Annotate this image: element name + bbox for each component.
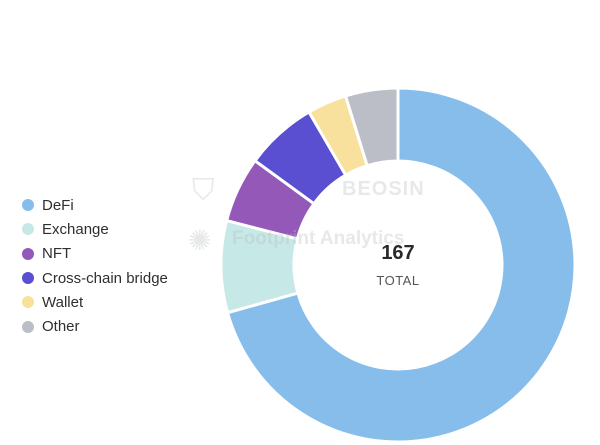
legend-label: DeFi — [42, 196, 74, 214]
legend-swatch-icon — [22, 272, 34, 285]
legend-item[interactable]: NFT — [22, 242, 168, 266]
legend-label: Other — [42, 318, 80, 336]
donut-slices — [219, 86, 577, 444]
legend-item[interactable]: Exchange — [22, 217, 168, 241]
legend-label: Wallet — [42, 293, 84, 311]
donut-slice-other[interactable] — [343, 86, 400, 168]
legend-swatch-icon — [22, 296, 34, 309]
chart-legend: DeFi Exchange NFT Cross-chain bridge Wallet O… — [22, 193, 168, 339]
legend-swatch-icon — [22, 223, 34, 236]
donut-slice-defi[interactable] — [225, 86, 577, 444]
legend-item[interactable]: DeFi — [22, 193, 168, 217]
legend-swatch-icon — [22, 320, 34, 333]
legend-item[interactable]: Cross-chain bridge — [22, 266, 168, 290]
legend-item[interactable]: Wallet — [22, 290, 168, 314]
legend-label: NFT — [42, 245, 72, 263]
legend-label: Exchange — [42, 220, 109, 238]
legend-item[interactable]: Other — [22, 314, 168, 338]
legend-label: Cross-chain bridge — [42, 269, 168, 287]
legend-swatch-icon — [22, 247, 34, 260]
total-label: TOTAL — [376, 273, 420, 288]
total-value: 167 — [381, 242, 415, 264]
legend-swatch-icon — [22, 199, 34, 212]
